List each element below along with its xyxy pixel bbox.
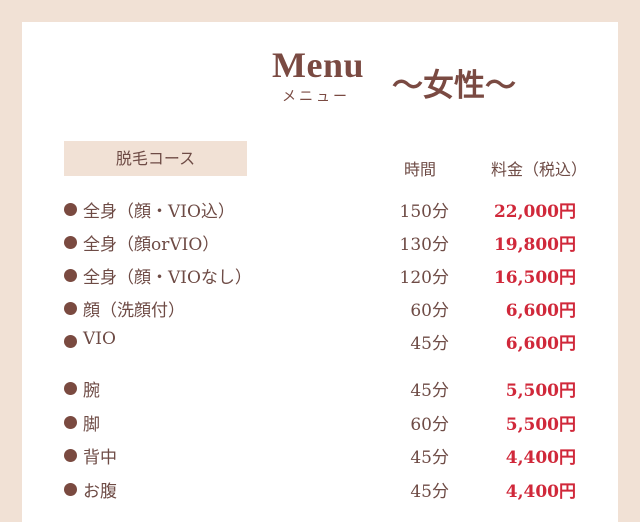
course-price: 5,500円: [505, 381, 576, 401]
course-price: 4,400円: [505, 448, 576, 468]
category-title: 〜女性〜: [392, 68, 516, 104]
course-name: 全身（顔・VIOなし）: [83, 268, 252, 288]
course-time: 45分: [410, 448, 449, 468]
course-price: 4,400円: [505, 482, 576, 502]
menu-row: 背中 45分 4,400円: [64, 443, 584, 468]
course-time: 45分: [410, 482, 449, 502]
bullet-icon: [64, 335, 77, 348]
course-time: 150分: [399, 202, 449, 222]
page-title: Menu: [272, 45, 364, 85]
course-time: 60分: [410, 415, 449, 435]
course-name: お腹: [83, 482, 117, 502]
bullet-icon: [64, 302, 77, 315]
course-time: 120分: [399, 268, 449, 288]
course-price: 19,800円: [493, 235, 576, 255]
bullet-icon: [64, 269, 77, 282]
menu-row: 全身（顔・VIO込） 150分 22,000円: [64, 197, 584, 222]
column-header-price: 料金（税込）: [491, 160, 588, 179]
course-name: 全身（顔orVIO）: [83, 235, 220, 255]
bullet-icon: [64, 236, 77, 249]
course-name: 顔（洗顔付）: [83, 301, 185, 321]
menu-row: VIO 45分 6,600円: [64, 329, 584, 354]
course-time: 45分: [410, 334, 449, 354]
menu-row: 全身（顔・VIOなし） 120分 16,500円: [64, 263, 584, 288]
course-name: 脚: [83, 415, 100, 435]
course-price: 22,000円: [493, 202, 576, 222]
bullet-icon: [64, 382, 77, 395]
course-name: 背中: [83, 448, 117, 468]
menu-row: 顔（洗顔付） 60分 6,600円: [64, 296, 584, 321]
menu-row: 脚 60分 5,500円: [64, 410, 584, 435]
course-price: 5,500円: [505, 415, 576, 435]
course-name: VIO: [83, 329, 116, 349]
bullet-icon: [64, 203, 77, 216]
menu-row: 腕 45分 5,500円: [64, 376, 584, 401]
course-name: 腕: [83, 381, 100, 401]
course-time: 130分: [399, 235, 449, 255]
course-price: 16,500円: [493, 268, 576, 288]
bullet-icon: [64, 416, 77, 429]
menu-card: [22, 22, 618, 522]
course-time: 45分: [410, 381, 449, 401]
menu-row: 全身（顔orVIO） 130分 19,800円: [64, 230, 584, 255]
page-subtitle: メニュー: [282, 89, 350, 105]
course-time: 60分: [410, 301, 449, 321]
course-name: 全身（顔・VIO込）: [83, 202, 235, 222]
course-label: 脱毛コース: [64, 141, 247, 176]
column-header-time: 時間: [404, 160, 437, 179]
course-price: 6,600円: [505, 334, 576, 354]
bullet-icon: [64, 483, 77, 496]
bullet-icon: [64, 449, 77, 462]
menu-row: お腹 45分 4,400円: [64, 477, 584, 502]
course-price: 6,600円: [505, 301, 576, 321]
